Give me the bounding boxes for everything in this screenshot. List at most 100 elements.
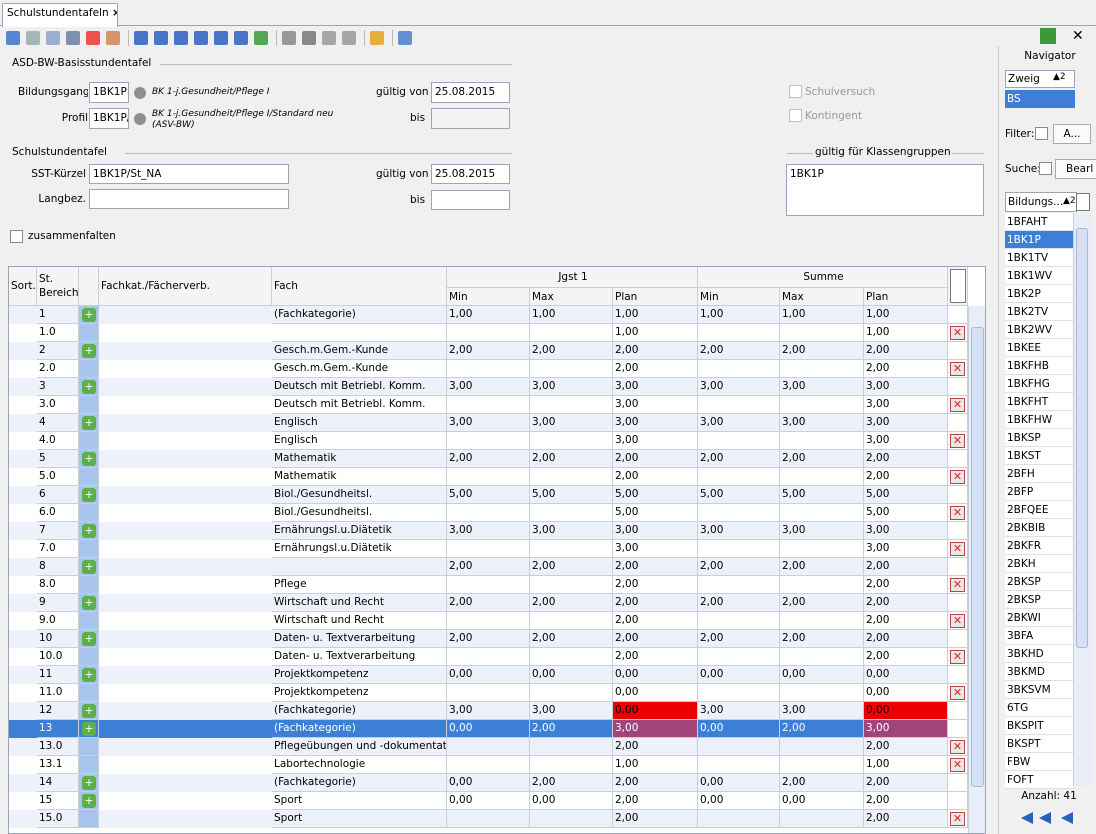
list-item[interactable]: 1BK2TV <box>1005 303 1073 321</box>
date-field[interactable]: 25.08.2015 <box>431 82 510 103</box>
toolbar-button[interactable] <box>46 31 60 45</box>
checkbox[interactable] <box>1035 127 1048 140</box>
date-field[interactable] <box>431 190 510 210</box>
toolbar-button[interactable] <box>26 31 40 45</box>
list-item[interactable]: 2BFH <box>1005 465 1073 483</box>
tab[interactable]: Schulstundentafeln × <box>2 3 118 27</box>
delete-button[interactable]: ✕ <box>950 326 965 340</box>
toolbar-button[interactable] <box>214 31 228 45</box>
toolbar-button[interactable] <box>282 31 296 45</box>
list-item[interactable]: 1BK1WV <box>1005 267 1073 285</box>
list-item[interactable]: 6TG <box>1005 699 1073 717</box>
delete-button[interactable]: ✕ <box>950 686 965 700</box>
add-button[interactable]: + <box>82 524 96 538</box>
toolbar-button[interactable] <box>86 31 100 45</box>
checkbox[interactable] <box>1039 162 1052 175</box>
list-item[interactable]: BKSPIT <box>1005 717 1073 735</box>
delete-button[interactable]: ✕ <box>950 470 965 484</box>
delete-button[interactable]: ✕ <box>950 740 965 754</box>
kuerzel-field[interactable]: 1BK1P/St_NA <box>89 164 289 184</box>
toolbar-button[interactable] <box>322 31 336 45</box>
close-view[interactable]: ✕ <box>1072 28 1086 44</box>
toolbar-button[interactable] <box>6 31 20 45</box>
delete-button[interactable]: ✕ <box>950 758 965 772</box>
toolbar-button[interactable] <box>154 31 168 45</box>
button[interactable]: A... <box>1053 124 1091 144</box>
nav-button[interactable] <box>1061 812 1073 824</box>
nav-button[interactable] <box>1039 812 1051 824</box>
add-button[interactable]: + <box>82 344 96 358</box>
refresh-icon[interactable] <box>1040 28 1056 44</box>
bildungsgang-field[interactable]: 1BK1P <box>89 82 129 103</box>
add-button[interactable]: + <box>82 380 96 394</box>
column-chooser[interactable] <box>950 269 966 303</box>
delete-button[interactable]: ✕ <box>950 812 965 826</box>
toolbar-button[interactable] <box>302 31 316 45</box>
add-button[interactable]: + <box>82 416 96 430</box>
delete-button[interactable]: ✕ <box>950 506 965 520</box>
profil-field[interactable]: 1BK1P/ <box>89 108 129 129</box>
toolbar-button[interactable] <box>106 31 120 45</box>
list-item[interactable]: 1BKSP <box>1005 429 1073 447</box>
list-item[interactable]: 1BK2WV <box>1005 321 1073 339</box>
add-button[interactable]: + <box>82 794 96 808</box>
delete-button[interactable]: ✕ <box>950 578 965 592</box>
list-item[interactable]: 1BKST <box>1005 447 1073 465</box>
list-item[interactable]: 2BKSP <box>1005 573 1073 591</box>
langbez-field[interactable] <box>89 189 289 209</box>
list-item[interactable]: BKSPT <box>1005 735 1073 753</box>
add-button[interactable]: + <box>82 632 96 646</box>
scrollbar-thumb[interactable] <box>1076 228 1088 648</box>
list-item[interactable]: 2BKBIB <box>1005 519 1073 537</box>
list-item[interactable]: 1BKEE <box>1005 339 1073 357</box>
add-button[interactable]: + <box>82 776 96 790</box>
list-item[interactable]: 1BFAHT <box>1005 213 1073 231</box>
list-item[interactable]: 1BK2P <box>1005 285 1073 303</box>
list-item[interactable]: 2BKSP <box>1005 591 1073 609</box>
delete-button[interactable]: ✕ <box>950 614 965 628</box>
add-button[interactable]: + <box>82 488 96 502</box>
list-item[interactable]: 2BKWI <box>1005 609 1073 627</box>
list-item[interactable]: 2BKFR <box>1005 537 1073 555</box>
delete-button[interactable]: ✕ <box>950 398 965 412</box>
button[interactable]: Bearl <box>1055 159 1096 179</box>
add-button[interactable]: + <box>82 452 96 466</box>
delete-button[interactable]: ✕ <box>950 434 965 448</box>
list-item[interactable]: 3BKSVM <box>1005 681 1073 699</box>
add-button[interactable]: + <box>82 596 96 610</box>
list-item[interactable]: 2BFQEE <box>1005 501 1073 519</box>
list-item[interactable]: 1BK1TV <box>1005 249 1073 267</box>
toolbar-button[interactable] <box>370 31 384 45</box>
tab-close[interactable]: × <box>112 7 118 19</box>
delete-button[interactable]: ✕ <box>950 542 965 556</box>
date-field[interactable]: 25.08.2015 <box>431 164 510 184</box>
list-item[interactable]: 3BKHD <box>1005 645 1073 663</box>
list-item[interactable]: 3BKMD <box>1005 663 1073 681</box>
delete-button[interactable]: ✕ <box>950 362 965 376</box>
toolbar-button[interactable] <box>342 31 356 45</box>
list-item[interactable]: 1BKFHG <box>1005 375 1073 393</box>
checkbox[interactable] <box>10 230 23 243</box>
list-item[interactable]: 1BK1P <box>790 167 980 181</box>
toolbar-button[interactable] <box>398 31 412 45</box>
toolbar-button[interactable] <box>66 31 80 45</box>
list-item[interactable]: 2BFP <box>1005 483 1073 501</box>
list-item[interactable]: 2BKH <box>1005 555 1073 573</box>
list-item[interactable]: 1BKFHW <box>1005 411 1073 429</box>
toolbar-button[interactable] <box>234 31 248 45</box>
add-button[interactable]: + <box>82 668 96 682</box>
nav-button[interactable] <box>1021 812 1033 824</box>
delete-button[interactable]: ✕ <box>950 650 965 664</box>
list-item[interactable]: 1BKFHB <box>1005 357 1073 375</box>
add-button[interactable]: + <box>82 722 96 736</box>
toolbar-button[interactable] <box>174 31 188 45</box>
column-chooser[interactable] <box>1076 193 1090 211</box>
toolbar-button[interactable] <box>194 31 208 45</box>
list-item[interactable]: 1BKFHT <box>1005 393 1073 411</box>
list-item[interactable]: FOFT <box>1005 771 1073 789</box>
add-button[interactable]: + <box>82 308 96 322</box>
toolbar-button[interactable] <box>134 31 148 45</box>
toolbar-button[interactable] <box>254 31 268 45</box>
list-item[interactable]: 3BFA <box>1005 627 1073 645</box>
add-button[interactable]: + <box>82 560 96 574</box>
